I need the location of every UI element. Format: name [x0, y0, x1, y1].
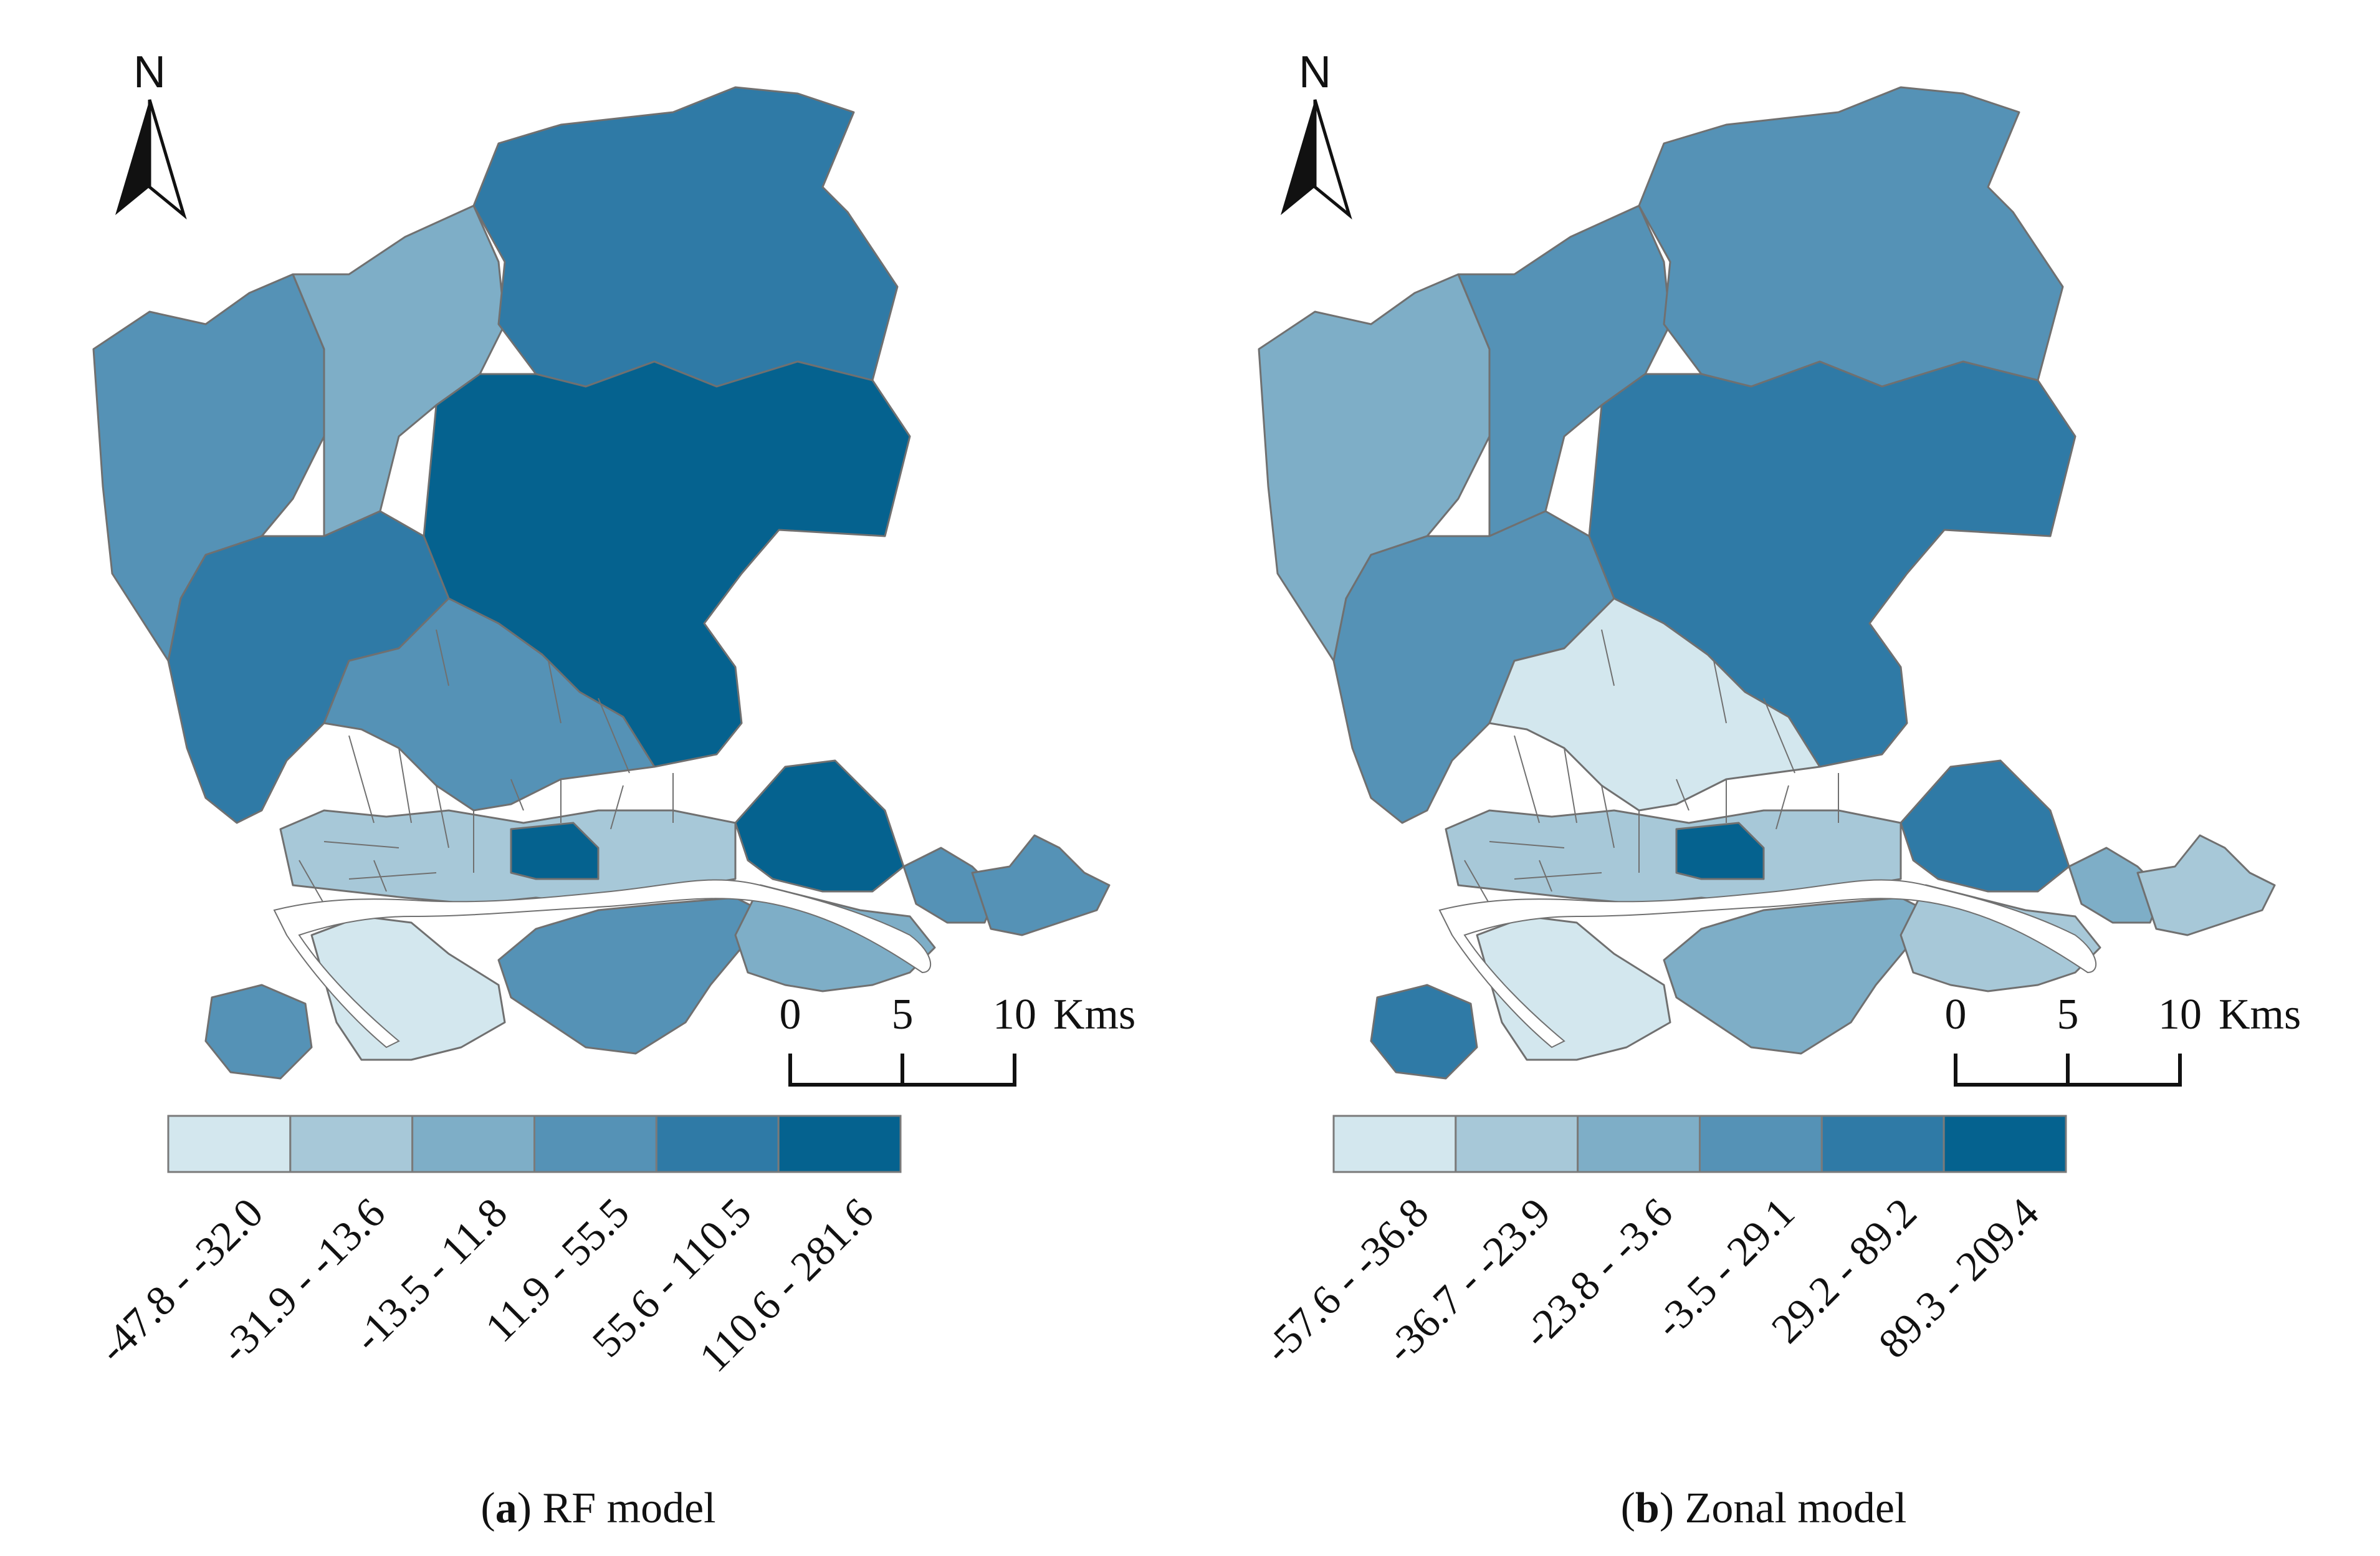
district-boundary [1514, 735, 1540, 824]
scale-tick-label: 0 [780, 991, 801, 1039]
legend-swatch [1577, 1115, 1701, 1173]
caption-text: RF model [532, 1484, 716, 1532]
district-boundary [436, 785, 449, 848]
scale-tick-label: 10 [2158, 991, 2202, 1039]
district-boundary [299, 860, 325, 905]
north-arrow-icon: N [115, 47, 187, 220]
district-boundary [1564, 747, 1577, 824]
region-south-coast [497, 896, 774, 1055]
scale-bar: 0 5 10 Kms [780, 991, 1135, 1087]
region-east-inner [1900, 759, 2070, 893]
north-label: N [133, 47, 166, 97]
region-east-inner [734, 759, 905, 893]
region-northwest [1258, 273, 1491, 662]
legend-swatch [777, 1115, 902, 1173]
district-boundary [1601, 785, 1615, 848]
choropleth-map [92, 86, 1111, 1080]
legend: -47.8 - -32.0-31.9 - -13.6-13.5 - 11.811… [88, 1115, 902, 1381]
district-boundary [510, 779, 524, 811]
legend-swatch [1820, 1115, 1945, 1173]
region-far-east [971, 834, 1111, 936]
legend: -57.6 - -36.8-36.7 - -23.9-23.8 - -3.6-3… [1254, 1115, 2067, 1372]
legend-swatch [289, 1115, 414, 1173]
river [273, 879, 932, 1049]
scale-bar: 0 5 10 Kms [1945, 991, 2301, 1087]
north-arrow-icon: N [1281, 47, 1352, 220]
scale-tick-label: 5 [892, 991, 914, 1039]
district-boundary [1464, 860, 1490, 905]
scale-unit: Kms [2219, 991, 2301, 1039]
district-boundary [610, 785, 624, 830]
caption-letter: a [495, 1484, 517, 1532]
district-boundary [348, 872, 437, 880]
legend-swatch [167, 1115, 292, 1173]
district-boundary [348, 735, 375, 824]
region-south-coast [1663, 896, 1939, 1055]
district-boundary [1775, 785, 1789, 830]
legend-swatch [1455, 1115, 1579, 1173]
scale-tick-label: 5 [2057, 991, 2079, 1039]
region-south-strip [1445, 809, 1902, 905]
river [1438, 879, 2097, 1049]
legend-swatch [411, 1115, 536, 1173]
scale-unit: Kms [1053, 991, 1135, 1039]
legend-swatch [1332, 1115, 1457, 1173]
region-southwest-pods [1370, 984, 1478, 1080]
region-central-blocks [1675, 822, 1765, 880]
scale-tick-label: 0 [1945, 991, 1967, 1039]
choropleth-map [1258, 86, 2276, 1080]
north-label: N [1299, 47, 1331, 97]
region-south-strip [279, 809, 737, 905]
legend-swatch [533, 1115, 657, 1173]
region-far-east [2136, 834, 2276, 936]
caption-a: (a) RF model [480, 1484, 716, 1532]
region-northwest [92, 273, 325, 662]
scale-tick-label: 10 [993, 991, 1036, 1039]
district-boundary [1713, 660, 1727, 724]
region-far-north [1638, 86, 2064, 388]
legend-swatch [1699, 1115, 1823, 1173]
region-east-coast [1900, 884, 2101, 992]
district-boundary [1676, 779, 1689, 811]
legend-swatch [655, 1115, 780, 1173]
caption-text: Zonal model [1674, 1484, 1907, 1532]
district-boundary [1514, 872, 1602, 880]
caption-letter: b [1635, 1484, 1660, 1532]
panel-a: N 0 5 10 Kms -47.8 - -32.0-31.9 - -13.6-13.5 … [88, 47, 1135, 1381]
region-inner-mid [323, 597, 656, 812]
district-boundary [436, 629, 449, 686]
region-southwest-pods [204, 984, 313, 1080]
district-boundary [323, 841, 399, 848]
region-central-blocks [510, 822, 600, 880]
district-boundary [598, 698, 630, 774]
region-inner-mid [1488, 597, 1821, 812]
district-boundary [1489, 841, 1565, 848]
caption-b: (b) Zonal model [1620, 1484, 1907, 1532]
region-far-north [472, 86, 899, 388]
district-boundary [1763, 698, 1795, 774]
district-boundary [1539, 860, 1552, 892]
district-boundary [1601, 629, 1615, 686]
district-boundary [373, 860, 387, 892]
district-boundary [548, 660, 562, 724]
panel-b: N 0 5 10 Kms -57.6 - -36.8-36.7 - -23.9-23.8 … [1254, 47, 2301, 1372]
legend-swatch [1943, 1115, 2067, 1173]
region-east-coast [734, 884, 936, 992]
district-boundary [398, 747, 412, 824]
